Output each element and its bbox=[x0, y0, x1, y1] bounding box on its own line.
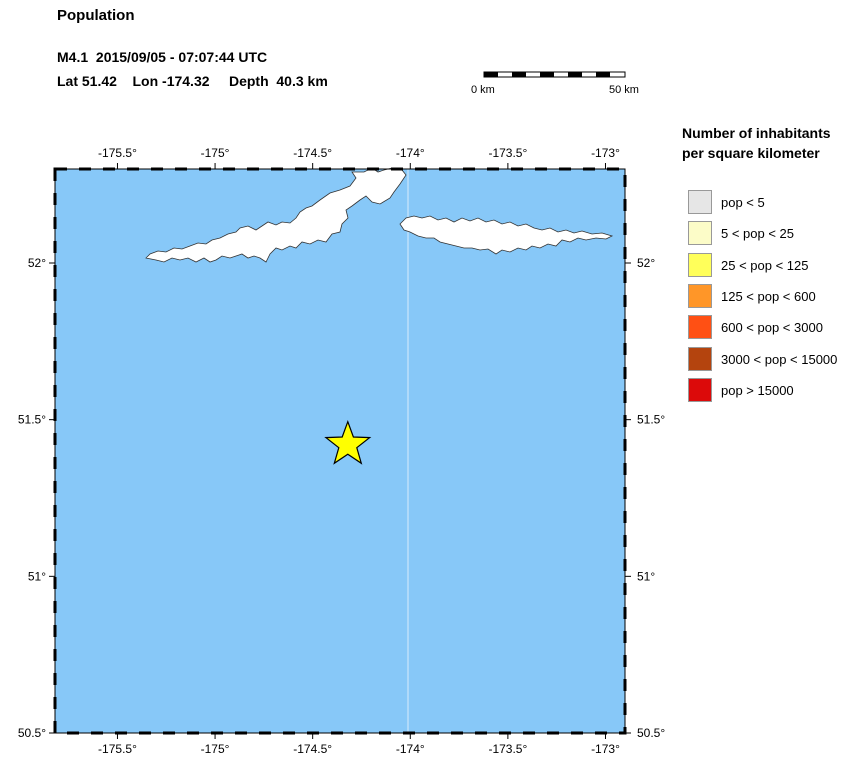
scale-bar-end-label: 50 km bbox=[609, 84, 639, 96]
island-group bbox=[145, 167, 614, 263]
scale-bar-segment bbox=[568, 72, 582, 77]
legend-swatch bbox=[688, 190, 712, 214]
scale-bar-start-label: 0 km bbox=[471, 84, 495, 96]
west-island bbox=[145, 167, 407, 263]
legend-swatch bbox=[688, 284, 712, 308]
legend-title-line2: per square kilometer bbox=[682, 145, 820, 161]
lon-label-bottom: -174° bbox=[396, 742, 425, 756]
east-island bbox=[399, 215, 614, 255]
lon-label-bottom: -174.5° bbox=[293, 742, 332, 756]
legend-label: pop < 5 bbox=[721, 194, 765, 210]
legend-label: 25 < pop < 125 bbox=[721, 257, 809, 273]
lon-label-bottom: -173.5° bbox=[488, 742, 527, 756]
lat-label-right: 51.5° bbox=[637, 413, 665, 427]
event-magnitude-time: M4.1 2015/09/05 - 07:07:44 UTC bbox=[57, 49, 268, 65]
scale-bar-segment bbox=[596, 72, 610, 77]
lon-label-top: -174° bbox=[396, 146, 425, 160]
lon-label-top: -173.5° bbox=[488, 146, 527, 160]
legend-title-line1: Number of inhabitants bbox=[682, 125, 831, 141]
legend-item: 25 < pop < 125 bbox=[688, 253, 808, 277]
legend-label: 600 < pop < 3000 bbox=[721, 319, 823, 335]
lon-label-bottom: -175.5° bbox=[98, 742, 137, 756]
lat-label-left: 50.5° bbox=[18, 726, 46, 740]
legend-title: Number of inhabitants per square kilomet… bbox=[682, 123, 852, 163]
legend-swatch bbox=[688, 253, 712, 277]
legend-item: 5 < pop < 25 bbox=[688, 221, 794, 245]
legend-item: pop > 15000 bbox=[688, 378, 794, 402]
lat-label-right: 52° bbox=[637, 256, 655, 270]
lat-label-right: 50.5° bbox=[637, 726, 665, 740]
scale-bar-segment bbox=[484, 72, 498, 77]
legend-label: 5 < pop < 25 bbox=[721, 225, 795, 241]
scale-bar-segment bbox=[540, 72, 554, 77]
legend-swatch bbox=[688, 315, 712, 339]
axis-labels: -175.5° -175.5° -175° -175° -174.5° -174.5° -1… bbox=[18, 146, 666, 756]
legend-item: 600 < pop < 3000 bbox=[688, 315, 823, 339]
lat-label-left: 52° bbox=[28, 256, 46, 270]
map-title: Population bbox=[57, 7, 135, 24]
legend-item: 3000 < pop < 15000 bbox=[688, 347, 837, 371]
map-dashed-border bbox=[53, 167, 627, 735]
legend-swatch bbox=[688, 378, 712, 402]
lon-label-bottom: -173° bbox=[591, 742, 620, 756]
lon-label-bottom: -175° bbox=[201, 742, 230, 756]
legend-label: 125 < pop < 600 bbox=[721, 288, 816, 304]
lat-label-right: 51° bbox=[637, 569, 655, 583]
lat-label-left: 51° bbox=[28, 569, 46, 583]
event-location-depth: Lat 51.42 Lon -174.32 Depth 40.3 km bbox=[57, 73, 328, 89]
legend-swatch bbox=[688, 221, 712, 245]
legend-item: pop < 5 bbox=[688, 190, 765, 214]
lon-label-top: -174.5° bbox=[293, 146, 332, 160]
legend-label: 3000 < pop < 15000 bbox=[721, 351, 838, 367]
lon-label-top: -173° bbox=[591, 146, 620, 160]
epicenter-star-icon bbox=[324, 419, 372, 465]
scale-bar bbox=[483, 71, 626, 78]
axis-ticks bbox=[49, 163, 631, 739]
lat-label-left: 51.5° bbox=[18, 413, 46, 427]
legend-item: 125 < pop < 600 bbox=[688, 284, 816, 308]
legend-swatch bbox=[688, 347, 712, 371]
lon-label-top: -175° bbox=[201, 146, 230, 160]
legend-label: pop > 15000 bbox=[721, 382, 794, 398]
lon-label-top: -175.5° bbox=[98, 146, 137, 160]
scale-bar-segment bbox=[512, 72, 526, 77]
